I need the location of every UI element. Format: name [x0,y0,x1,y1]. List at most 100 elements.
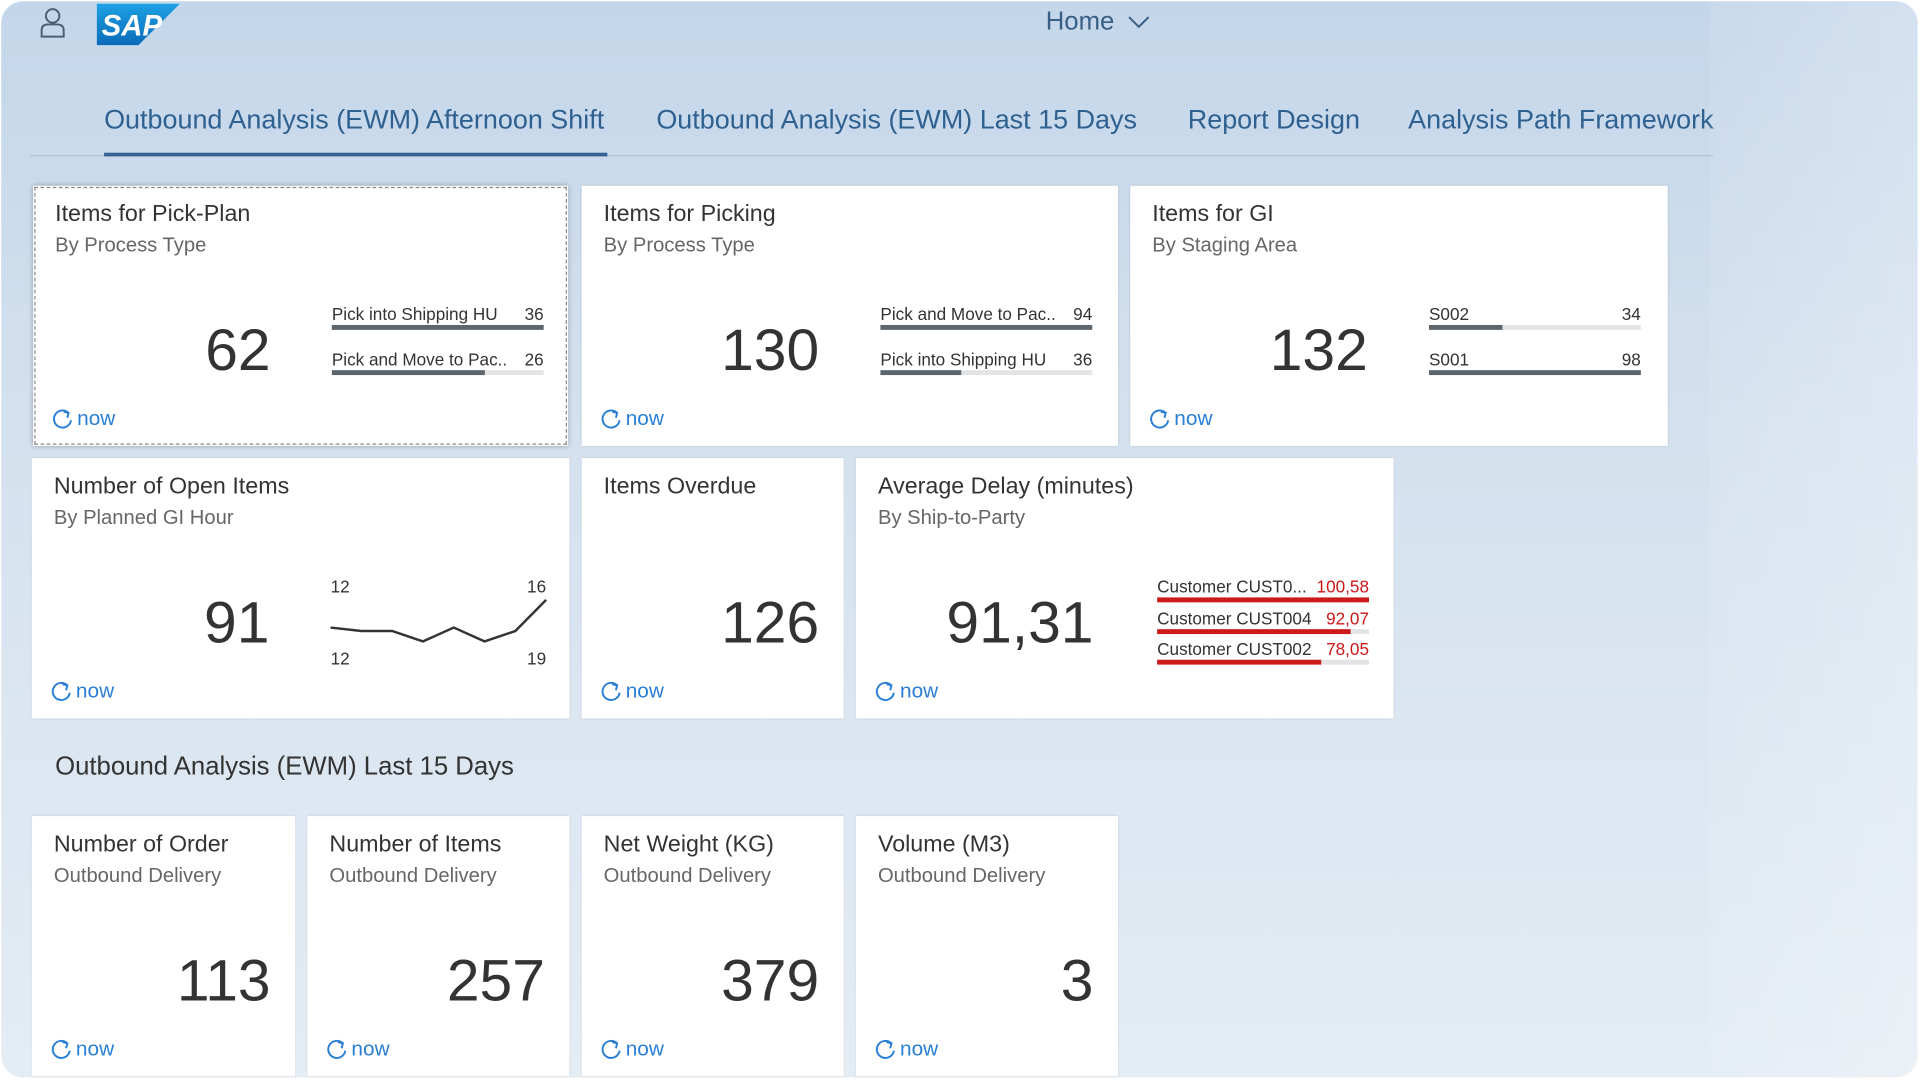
line-end-value: 16 [527,576,547,597]
tile-subtitle: By Planned GI Hour [53,507,234,529]
tile-title: Items Overdue [603,474,757,500]
tile-subtitle: By Process Type [55,234,207,257]
bar [1428,370,1641,376]
refresh-arrow [337,1041,345,1049]
refresh-arrow [612,410,619,419]
tab-divider [30,155,1714,157]
line-chart [330,598,547,643]
refresh-arc [601,681,621,701]
chart-label: Customer CUST004 [1157,607,1312,628]
chart-value: 100,58 [1316,576,1369,597]
refresh-icon [875,1039,895,1059]
refresh-arrow [612,1041,619,1049]
tile[interactable]: Items Overdue 126 now [581,458,844,719]
tile-footer: now [77,406,116,431]
tile-subtitle: By Ship-to-Party [877,507,1026,529]
chevron [1128,16,1150,29]
tile[interactable]: Items for GI By Staging Area 132 now S002 34 S… [1130,185,1668,446]
tile-footer: now [625,406,664,431]
refresh-arc [53,409,72,429]
refresh-arrow [886,1041,893,1049]
chart-label: Pick and Move to Pac... [880,304,1056,324]
chart-value: 94 [1073,304,1093,324]
tile-footer: now [351,1037,390,1061]
bar [880,324,1093,330]
tab[interactable]: Report Design [1187,103,1360,135]
chart-label: Customer CUST0... [1157,576,1307,597]
kpi-value: 3 [1060,949,1094,1015]
tile[interactable]: Number of Order Outbound Delivery 113 now [31,816,296,1077]
chart-value: 78,05 [1326,638,1369,659]
tab[interactable]: Outbound Analysis (EWM) Afternoon Shift [104,103,605,135]
refresh-arc [601,409,621,429]
refresh-arc [51,1039,71,1059]
tile-subtitle: Outbound Delivery [603,864,772,887]
chart-value: 36 [1073,349,1093,369]
kpi-value: 130 [721,318,820,384]
tile-title: Number of Order [53,831,229,858]
chart-label: Pick into Shipping HU [880,349,1047,369]
kpi-value: 91 [204,591,270,657]
tile-subtitle: Outbound Delivery [53,864,222,887]
chart-label: Customer CUST002 [1157,638,1312,659]
chart-value: 26 [524,349,544,369]
refresh-arc [327,1039,347,1059]
tile[interactable]: Items for Picking By Process Type 130 now Pi… [581,185,1118,446]
tile-title: Average Delay (minutes) [877,474,1134,500]
refresh-icon [601,681,621,701]
tile-footer: now [625,679,664,703]
refresh-arc [875,681,895,701]
line [330,598,547,643]
kpi-value: 91,31 [946,591,1094,657]
tile-subtitle: Outbound Delivery [877,864,1046,887]
chart-label: S002 [1428,304,1470,324]
kpi-value: 132 [1269,318,1368,384]
line-x-start: 12 [330,648,350,669]
tile-footer: now [75,679,115,703]
tile[interactable]: Net Weight (KG) Outbound Delivery 379 now [581,816,844,1077]
chart-value: 92,07 [1326,607,1369,628]
tile-title: Items for Pick-Plan [55,201,251,228]
bar [880,370,962,376]
chart-value: 98 [1621,349,1641,369]
tile[interactable]: Number of Open Items By Planned GI Hour 91… [31,458,570,719]
tab[interactable]: Analysis Path Framework [1408,103,1714,135]
chart-label: Pick and Move to Pac... [331,349,507,369]
home-menu[interactable]: Home [1005,7,1195,36]
sap-logo[interactable]: SAP [96,3,181,46]
chart-label: Pick into Shipping HU [331,304,498,324]
tile-title: Net Weight (KG) [603,831,774,858]
refresh-icon [875,681,895,701]
bar-track [1428,324,1641,330]
kpi-value: 379 [721,949,820,1015]
tile-footer: now [625,1037,664,1061]
tile[interactable]: Volume (M3) Outbound Delivery 3 now [855,816,1118,1077]
line-x-end: 19 [527,648,547,669]
kpi-value: 126 [721,591,820,657]
tile-subtitle: By Staging Area [1152,234,1298,257]
chart-label: S001 [1428,349,1470,369]
refresh-arrow [62,1041,69,1049]
bar [1428,324,1503,330]
user-icon[interactable] [38,6,67,40]
tile[interactable]: Average Delay (minutes) By Ship-to-Party 9… [855,458,1394,719]
tile-title: Volume (M3) [877,831,1010,858]
tab[interactable]: Outbound Analysis (EWM) Last 15 Days [656,103,1137,135]
tile-title: Items for GI [1152,201,1274,228]
refresh-arc [601,1039,621,1059]
tile-title: Items for Picking [603,201,776,228]
home-title: Home [1045,7,1115,36]
bar [1157,597,1369,603]
tile[interactable]: Number of Items Outbound Delivery 257 now [307,816,570,1077]
kpi-value: 113 [176,949,271,1015]
tile-footer: now [900,1037,939,1061]
refresh-arrow [63,410,70,419]
tile[interactable]: Items for Pick-Plan By Process Type 62 now P… [33,185,569,446]
bar [331,324,544,330]
refresh-arc [875,1039,895,1059]
refresh-icon [1150,409,1170,429]
refresh-icon [601,1039,621,1059]
bar [331,370,485,376]
